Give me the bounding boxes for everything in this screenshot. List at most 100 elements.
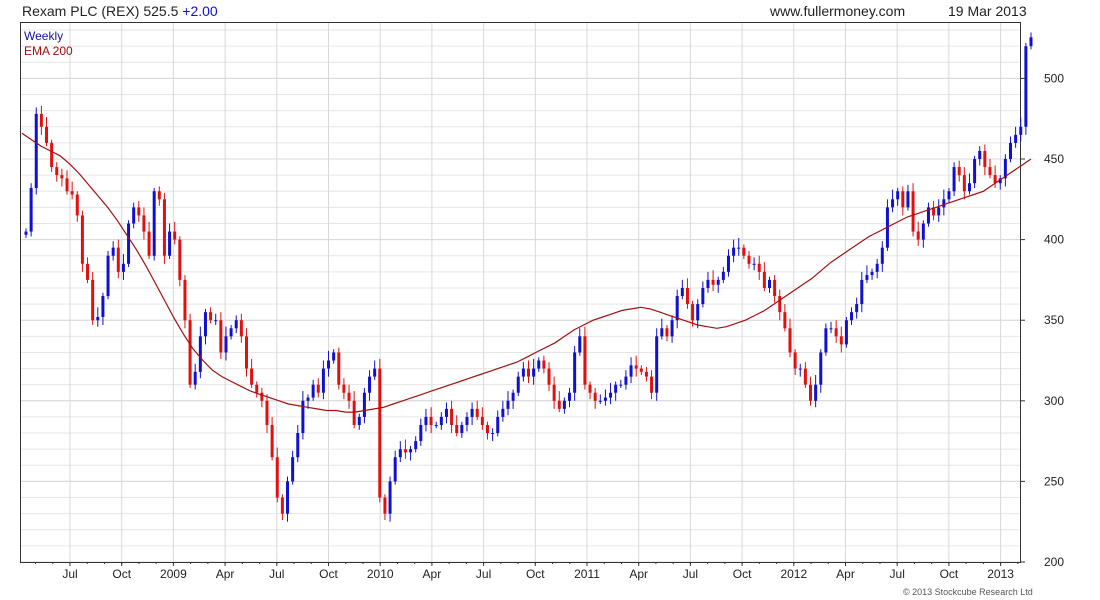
candle-body: [726, 255, 730, 272]
candle-body: [183, 279, 187, 321]
candle-body: [516, 376, 520, 393]
candle-body: [911, 191, 915, 232]
candle-body: [962, 175, 966, 192]
candle-body: [896, 191, 900, 200]
candle-body: [875, 263, 879, 272]
candle-body: [414, 441, 418, 450]
candle-body: [783, 312, 787, 329]
candle-body: [716, 279, 720, 285]
candle-body: [465, 416, 469, 425]
candle-body: [342, 384, 346, 393]
y-tick-label: 300: [1044, 394, 1064, 408]
candle-body: [932, 207, 936, 216]
candle-body: [127, 223, 131, 264]
candle-body: [388, 481, 392, 514]
x-tick-label: 2012: [780, 567, 807, 581]
candle-body: [34, 113, 38, 189]
candle-body: [926, 207, 930, 224]
candle-body: [711, 279, 715, 285]
candle-body: [803, 368, 807, 385]
y-axis: 200 250 300 350 400 450 500: [1020, 71, 1064, 569]
candle-body: [286, 481, 290, 514]
candle-body: [706, 279, 710, 288]
candle-body: [973, 159, 977, 184]
candle-body: [383, 497, 387, 514]
x-tick-label: 2010: [367, 567, 394, 581]
candle-body: [311, 384, 315, 398]
x-tick-label: 2013: [987, 567, 1014, 581]
candle-body: [547, 368, 551, 385]
candle-body: [152, 191, 156, 256]
candle-body: [629, 365, 633, 377]
x-tick-label: Oct: [940, 567, 959, 581]
y-tick-label: 450: [1044, 152, 1064, 166]
candle-body: [116, 247, 120, 272]
x-tick-label: Oct: [733, 567, 752, 581]
candle-body: [552, 384, 556, 401]
candle-body: [347, 392, 351, 401]
candle-body: [244, 336, 248, 369]
candle-body: [470, 408, 474, 417]
x-tick-label: Jul: [476, 567, 491, 581]
candle-body: [568, 392, 572, 401]
x-tick-label: Apr: [216, 567, 235, 581]
candle-body: [450, 408, 454, 425]
candle-body: [250, 368, 254, 385]
candle-body: [542, 360, 546, 369]
candle-body: [352, 400, 356, 425]
candle-body: [101, 296, 105, 317]
candle-body: [921, 223, 925, 240]
y-tick-label: 250: [1044, 474, 1064, 488]
candle-body: [614, 384, 618, 393]
candle-body: [301, 400, 305, 434]
candle-body: [280, 497, 284, 514]
candle-body: [270, 424, 274, 458]
candle-body: [29, 188, 33, 232]
ema-line: [21, 132, 1032, 413]
plot-frame: [20, 22, 1021, 563]
candle-body: [429, 416, 433, 425]
x-tick-label: Apr: [836, 567, 855, 581]
candle-body: [675, 296, 679, 321]
candle-body: [80, 215, 84, 264]
candle-body: [793, 352, 797, 369]
candle-body: [357, 416, 361, 425]
candle-body: [798, 368, 802, 370]
candle-body: [239, 320, 243, 337]
candle-body: [891, 199, 895, 208]
candle-body: [573, 352, 577, 393]
candle-body: [967, 183, 971, 192]
chart-title: Rexam PLC (REX) 525.5 +2.00: [22, 3, 218, 19]
candle-body: [91, 279, 95, 321]
candle-body: [634, 365, 638, 369]
candle-body: [916, 231, 920, 240]
candle-body: [732, 247, 736, 256]
candle-body: [485, 424, 489, 434]
candle-body: [839, 336, 843, 345]
candle-body: [255, 384, 259, 393]
candle-body: [937, 207, 941, 216]
candle-body: [660, 328, 664, 337]
candle-body: [219, 320, 223, 353]
candle-body: [378, 368, 382, 498]
candle-body: [321, 368, 325, 393]
candle-body: [362, 392, 366, 417]
candle-body: [850, 312, 854, 321]
candle-body: [860, 279, 864, 305]
candle-body: [670, 320, 674, 337]
candle-body: [327, 360, 331, 369]
candle-body: [198, 336, 202, 372]
x-tick-label: Jul: [890, 567, 905, 581]
candle-body: [75, 194, 79, 216]
candlestick-series: [24, 32, 1033, 522]
candle-body: [701, 287, 705, 305]
candle-body: [639, 368, 643, 372]
candle-body: [106, 255, 110, 297]
candle-body: [162, 199, 166, 256]
candle-body: [1029, 37, 1033, 47]
candle-body: [132, 207, 136, 224]
candle-body: [814, 384, 818, 401]
candle-body: [870, 271, 874, 276]
candle-body: [1014, 134, 1018, 143]
x-tick-label: Apr: [629, 567, 648, 581]
